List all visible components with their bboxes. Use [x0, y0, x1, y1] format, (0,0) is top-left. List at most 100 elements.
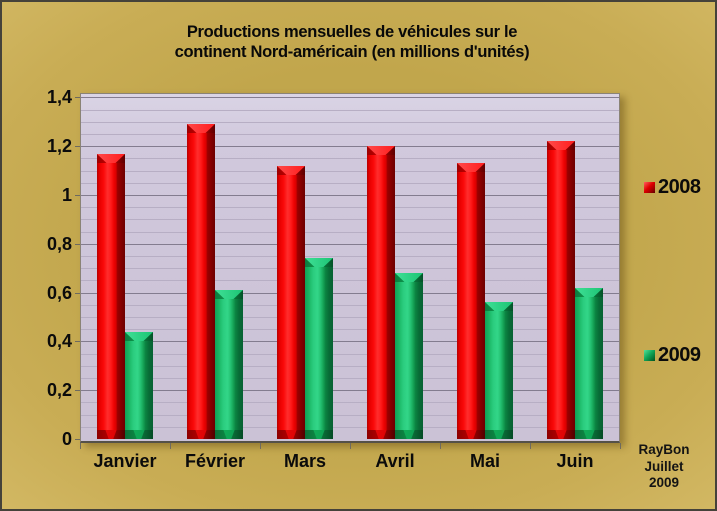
- gridline-major: [81, 195, 619, 196]
- legend-swatch-2009-icon: [644, 350, 655, 361]
- credit-line3: 2009: [648, 475, 680, 490]
- x-axis-tick: [350, 443, 351, 449]
- y-axis-tick: [75, 243, 80, 245]
- gridline-minor: [81, 317, 619, 318]
- bar-base-bevel: [457, 430, 485, 439]
- y-axis-label: 0,8: [46, 233, 72, 254]
- gridline-minor: [81, 182, 619, 184]
- bar-top-bevel: [395, 273, 423, 282]
- x-axis-tick: [440, 443, 441, 449]
- y-axis-label: 1: [61, 185, 72, 205]
- bar-face: [395, 282, 423, 430]
- plot-area: [80, 93, 620, 443]
- bar-face: [367, 155, 395, 430]
- bar-2009-janvier: [125, 332, 153, 439]
- x-axis-tick: [260, 443, 261, 449]
- bar-base-bevel: [187, 430, 215, 439]
- gridline-minor: [81, 121, 619, 123]
- bar-base-bevel: [305, 430, 333, 439]
- bar-top-bevel: [547, 141, 575, 150]
- bar-face: [305, 267, 333, 430]
- gridline-minor: [81, 256, 619, 257]
- bar-base-bevel: [125, 430, 153, 439]
- bar-face: [125, 341, 153, 430]
- bar-2008-mai: [457, 163, 485, 439]
- bar-2008-mars: [277, 166, 305, 439]
- gridline-minor: [81, 158, 619, 160]
- bar-face: [547, 150, 575, 430]
- gridline-minor: [81, 304, 619, 306]
- x-axis-tick: [170, 443, 171, 449]
- bar-top-bevel: [305, 258, 333, 267]
- bar-face: [485, 311, 513, 430]
- x-axis-tick: [80, 443, 81, 449]
- y-axis-label: 1,4: [46, 87, 72, 108]
- credit-line1: RayBon: [638, 442, 690, 457]
- legend-label-2008: 2008: [658, 176, 701, 198]
- bar-2009-mai: [485, 302, 513, 439]
- chart-title-line2: continent Nord-américain (en millions d'…: [174, 43, 530, 61]
- gridline-minor: [81, 329, 619, 331]
- gridline-minor: [81, 134, 619, 135]
- bar-2008-janvier: [97, 154, 125, 439]
- gridline-major: [81, 97, 619, 99]
- gridline-major: [81, 243, 619, 245]
- gridline-minor: [81, 353, 619, 355]
- bar-face: [97, 163, 125, 430]
- bar-base-bevel: [97, 430, 125, 439]
- bar-2008-février: [187, 124, 215, 439]
- y-axis-tick: [75, 292, 80, 294]
- y-axis-label: 0,2: [46, 380, 72, 401]
- y-axis-label: 0,6: [46, 282, 72, 303]
- chart-title-line1: Productions mensuelles de véhicules sur …: [186, 23, 518, 41]
- gridline-minor: [81, 231, 619, 233]
- bar-base-bevel: [575, 430, 603, 439]
- y-axis-label: 0,4: [46, 331, 72, 352]
- y-axis-tick: [75, 390, 80, 392]
- bar-top-bevel: [485, 302, 513, 311]
- gridline-minor: [81, 426, 619, 428]
- bar-2008-juin: [547, 141, 575, 439]
- x-axis-label-juin: Juin: [556, 451, 594, 471]
- gridline-minor: [81, 268, 619, 270]
- bar-base-bevel: [367, 430, 395, 439]
- y-axis-tick: [75, 97, 80, 99]
- gridline-minor: [81, 414, 619, 416]
- x-axis-label-mars: Mars: [283, 451, 327, 471]
- gridline-minor: [81, 378, 619, 379]
- bar-top-bevel: [575, 288, 603, 297]
- gridline-major: [81, 390, 619, 392]
- x-axis-label-avril: Avril: [375, 451, 415, 471]
- gridline-minor: [81, 219, 619, 221]
- gridline-major: [81, 292, 619, 294]
- gridline-minor: [81, 170, 619, 172]
- bar-2009-février: [215, 290, 243, 439]
- y-axis-tick: [75, 341, 80, 343]
- bar-2008-avril: [367, 146, 395, 439]
- bar-face: [457, 172, 485, 430]
- bar-top-bevel: [125, 332, 153, 341]
- bar-base-bevel: [277, 430, 305, 439]
- gridline-minor: [81, 365, 619, 367]
- bar-base-bevel: [215, 430, 243, 439]
- gridline-minor: [81, 207, 619, 209]
- x-axis-label-février: Février: [184, 451, 246, 471]
- bar-base-bevel: [485, 430, 513, 439]
- y-axis-tick: [75, 146, 80, 148]
- gridline-minor: [81, 280, 619, 282]
- credit-text: RayBon Juillet 2009: [615, 442, 713, 492]
- x-axis-label-mai: Mai: [469, 451, 500, 471]
- legend-item-2009: 2009: [644, 344, 701, 367]
- y-axis-label: 1,2: [46, 136, 72, 157]
- bar-face: [215, 299, 243, 430]
- bar-top-bevel: [457, 163, 485, 172]
- y-axis-tick: [75, 439, 80, 440]
- chart-title: Productions mensuelles de véhicules sur …: [42, 22, 662, 62]
- y-axis-label: 0: [61, 429, 72, 449]
- bar-base-bevel: [395, 430, 423, 439]
- gridline-major: [81, 146, 619, 148]
- bar-top-bevel: [97, 154, 125, 163]
- legend-swatch-2008-icon: [644, 182, 655, 193]
- x-axis-tick: [620, 443, 621, 449]
